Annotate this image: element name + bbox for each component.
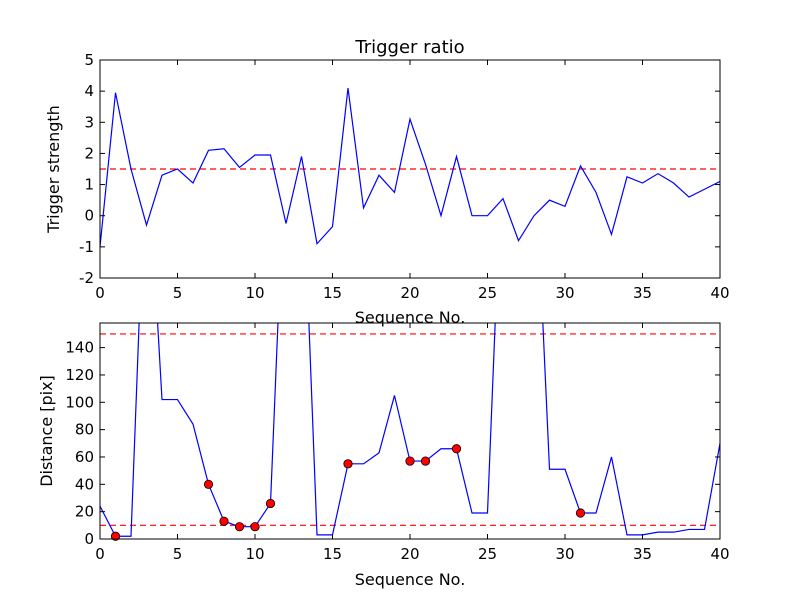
top-plot-area [100,87,720,247]
bottom-highlight-point [420,456,431,466]
top-x-tick-label: 20 [400,284,419,302]
top-y-tick-label: 4 [84,82,94,100]
bottom-y-tick-label: 120 [65,366,94,384]
bottom-y-tick-label: 80 [75,421,94,439]
top-x-axis-label: Sequence No. [355,308,466,327]
top-chart-title: Trigger ratio [354,37,464,58]
top-x-tick-label: 15 [323,284,342,302]
top-x-tick-label: 10 [245,284,264,302]
top-y-tick-label: 2 [84,144,94,162]
top-y-tick-label: 1 [84,176,94,194]
bottom-y-tick-label: 140 [65,339,94,357]
top-y-axis-label: Trigger strength [44,105,63,234]
top-ticks: 0 5 10 15 20 25 30 35 40 -2 -1 0 1 2 3 4 5 [79,51,730,302]
bottom-x-tick-label: 25 [478,545,497,563]
bottom-x-tick-label: 20 [400,545,419,563]
top-x-tick-label: 25 [478,284,497,302]
bottom-highlight-point [110,531,121,541]
top-y-tick-label: 5 [84,51,94,69]
top-x-tick-label: 0 [95,284,105,302]
top-x-tick-label: 30 [555,284,574,302]
bottom-y-tick-label: 60 [75,448,94,466]
bottom-panel: 0 5 10 15 20 25 30 35 40 0 20 40 60 80 100 120 140 Seque… [37,322,730,589]
bottom-x-tick-label: 15 [323,545,342,563]
bottom-x-tick-label: 5 [173,545,183,563]
bottom-highlight-point [234,522,245,532]
top-x-tick-label: 35 [633,284,652,302]
bottom-highlight-point [265,498,276,509]
bottom-y-tick-label: 20 [75,503,94,521]
top-y-tick-label: -2 [79,269,94,287]
bottom-y-axis-label: Distance [pix] [37,375,56,487]
bottom-y-tick-label: 100 [65,393,94,411]
bottom-highlight-point [405,456,415,466]
bottom-x-tick-label: 35 [633,545,652,563]
bottom-plot-area [100,323,720,541]
bottom-x-tick-label: 10 [245,545,264,563]
bottom-highlight-point [575,508,586,518]
top-series-line-0 [100,87,720,247]
bottom-highlight-point [343,459,353,469]
top-panel: Trigger ratio 0 5 10 15 20 25 30 35 40 -2 -1 0 1 2 3 4 5… [44,37,730,327]
bottom-highlight-point [250,522,260,532]
bottom-ticks: 0 5 10 15 20 25 30 35 40 0 20 40 60 80 100 120 140 [65,323,730,563]
top-y-tick-label: 0 [84,207,94,225]
top-y-tick-label: -1 [79,238,94,256]
bottom-x-axis-label: Sequence No. [355,570,466,589]
bottom-highlight-point [219,516,229,526]
bottom-x-tick-label: 0 [95,545,105,563]
bottom-y-tick-label: 40 [75,475,94,493]
top-y-tick-label: 3 [84,113,94,131]
top-x-tick-label: 40 [710,284,729,302]
bottom-highlight-point [203,479,214,489]
bottom-x-tick-label: 40 [710,545,729,563]
bottom-x-tick-label: 30 [555,545,574,563]
bottom-y-tick-label: 0 [84,530,94,548]
top-x-tick-label: 5 [173,284,183,302]
bottom-highlight-point [451,444,462,454]
